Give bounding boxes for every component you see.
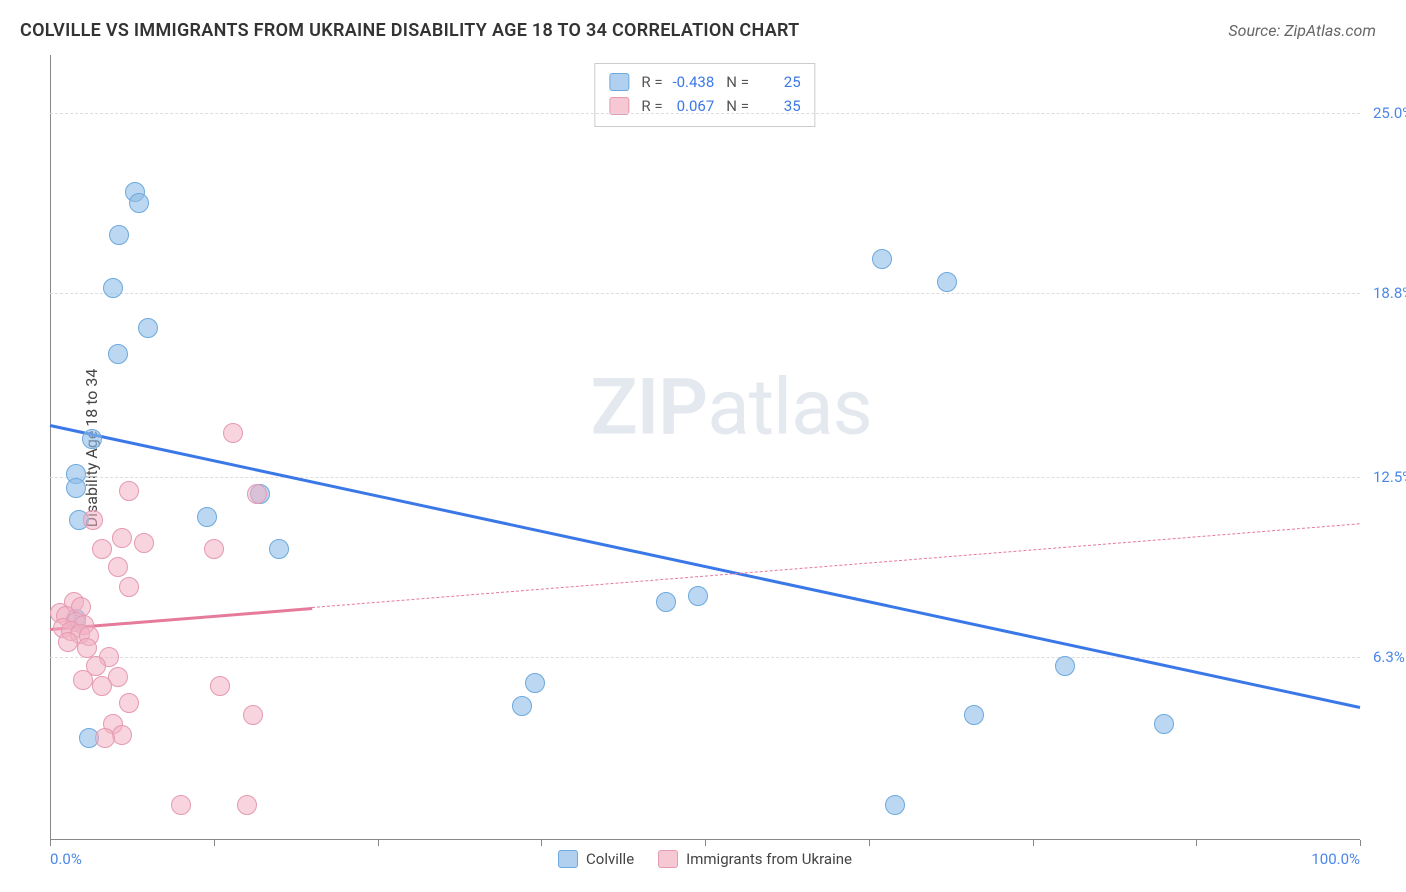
- scatter-point: [512, 696, 532, 716]
- scatter-point: [872, 249, 892, 269]
- chart-area: Disability Age 18 to 34 ZIPatlas R = -0.…: [50, 55, 1360, 840]
- legend-label: Colville: [586, 850, 634, 868]
- x-tick-mark: [1033, 840, 1034, 846]
- y-tick-label: 18.8%: [1363, 284, 1406, 302]
- gridline: [50, 657, 1360, 658]
- scatter-point: [112, 725, 132, 745]
- scatter-point: [243, 705, 263, 725]
- scatter-point: [197, 507, 217, 527]
- x-tick-mark: [378, 840, 379, 846]
- scatter-point: [269, 539, 289, 559]
- trend-line: [50, 424, 1361, 709]
- x-tick-mark: [1196, 840, 1197, 846]
- y-tick-label: 12.5%: [1363, 468, 1406, 486]
- x-tick-mark: [705, 840, 706, 846]
- scatter-point: [138, 318, 158, 338]
- scatter-point: [82, 429, 102, 449]
- scatter-point: [112, 528, 132, 548]
- scatter-point: [119, 481, 139, 501]
- legend-item-ukraine: Immigrants from Ukraine: [658, 850, 852, 868]
- x-tick-mark: [1360, 840, 1361, 846]
- y-tick-label: 25.0%: [1363, 104, 1406, 122]
- scatter-point: [73, 670, 93, 690]
- scatter-point: [223, 423, 243, 443]
- gridline: [50, 113, 1360, 114]
- scatter-point: [885, 795, 905, 815]
- chart-title: COLVILLE VS IMMIGRANTS FROM UKRAINE DISA…: [20, 20, 800, 41]
- watermark: ZIPatlas: [591, 363, 872, 454]
- scatter-point: [119, 577, 139, 597]
- scatter-point: [247, 484, 267, 504]
- chart-source: Source: ZipAtlas.com: [1228, 21, 1376, 40]
- scatter-point: [58, 632, 78, 652]
- scatter-point: [109, 225, 129, 245]
- x-tick-mark: [869, 840, 870, 846]
- stats-legend-row-colville: R = -0.438 N = 25: [609, 70, 800, 94]
- gridline: [50, 293, 1360, 294]
- legend-label: Immigrants from Ukraine: [686, 850, 852, 868]
- x-axis-max-label: 100.0%: [1311, 850, 1360, 868]
- plot-area: ZIPatlas R = -0.438 N = 25 R = 0.067 N =…: [50, 55, 1360, 840]
- scatter-point: [108, 557, 128, 577]
- stats-legend: R = -0.438 N = 25 R = 0.067 N = 35: [594, 63, 815, 127]
- scatter-point: [134, 533, 154, 553]
- scatter-point: [66, 478, 86, 498]
- scatter-point: [119, 693, 139, 713]
- scatter-point: [129, 193, 149, 213]
- x-tick-mark: [214, 840, 215, 846]
- series-legend: Colville Immigrants from Ukraine: [558, 850, 852, 868]
- scatter-point: [83, 510, 103, 530]
- stats-legend-row-ukraine: R = 0.067 N = 35: [609, 94, 800, 118]
- scatter-point: [688, 586, 708, 606]
- scatter-point: [103, 278, 123, 298]
- x-axis-min-label: 0.0%: [50, 850, 82, 868]
- colville-swatch-icon: [558, 850, 578, 868]
- scatter-point: [210, 676, 230, 696]
- colville-swatch-icon: [609, 73, 629, 91]
- scatter-point: [525, 673, 545, 693]
- scatter-point: [171, 795, 191, 815]
- scatter-point: [204, 539, 224, 559]
- x-tick-mark: [50, 840, 51, 846]
- gridline: [50, 477, 1360, 478]
- y-tick-label: 6.3%: [1363, 648, 1405, 666]
- scatter-point: [1055, 656, 1075, 676]
- legend-item-colville: Colville: [558, 850, 634, 868]
- scatter-point: [964, 705, 984, 725]
- scatter-point: [95, 728, 115, 748]
- y-axis-line: [50, 55, 51, 840]
- chart-header: COLVILLE VS IMMIGRANTS FROM UKRAINE DISA…: [0, 0, 1406, 51]
- scatter-point: [1154, 714, 1174, 734]
- scatter-point: [92, 676, 112, 696]
- scatter-point: [656, 592, 676, 612]
- scatter-point: [237, 795, 257, 815]
- scatter-point: [937, 272, 957, 292]
- x-tick-mark: [541, 840, 542, 846]
- scatter-point: [108, 344, 128, 364]
- scatter-point: [92, 539, 112, 559]
- ukraine-swatch-icon: [658, 850, 678, 868]
